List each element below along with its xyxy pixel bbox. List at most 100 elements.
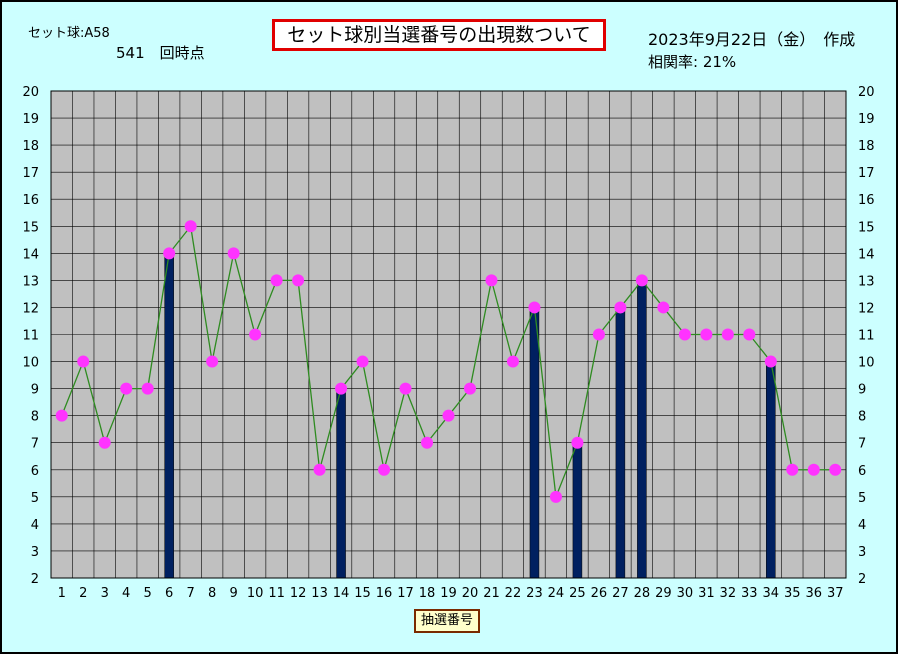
bar-34	[766, 361, 776, 579]
point-25	[571, 436, 584, 449]
x-tick-37: 37	[827, 586, 844, 601]
x-tick-35: 35	[784, 586, 801, 601]
y-tick-left: 7	[31, 437, 39, 452]
point-6	[163, 247, 176, 260]
point-22	[506, 355, 519, 368]
y-tick-left: 18	[22, 139, 39, 154]
y-tick-left: 16	[22, 193, 39, 208]
y-tick-left: 3	[31, 545, 39, 560]
x-tick-23: 23	[526, 586, 543, 601]
point-17	[399, 382, 412, 395]
x-tick-7: 7	[187, 586, 195, 601]
x-tick-2: 2	[79, 586, 87, 601]
x-tick-14: 14	[333, 586, 350, 601]
point-4	[120, 382, 133, 395]
y-tick-right: 7	[858, 437, 866, 452]
bar-25	[572, 442, 583, 579]
x-tick-21: 21	[483, 586, 500, 601]
x-tick-26: 26	[591, 586, 608, 601]
y-tick-right: 12	[858, 301, 875, 316]
y-tick-left: 19	[22, 112, 39, 127]
x-tick-13: 13	[311, 586, 328, 601]
y-tick-right: 9	[858, 383, 866, 398]
y-tick-right: 15	[858, 220, 875, 235]
point-28	[635, 274, 648, 287]
point-14	[335, 382, 348, 395]
bar-23	[529, 307, 540, 579]
set-ball-label: セット球:A58	[28, 26, 110, 41]
y-tick-left: 5	[31, 491, 39, 506]
y-tick-right: 3	[858, 545, 866, 560]
x-tick-4: 4	[122, 586, 130, 601]
point-33	[743, 328, 756, 341]
point-30	[678, 328, 691, 341]
point-11	[270, 274, 283, 287]
y-tick-right: 5	[858, 491, 866, 506]
y-tick-left: 17	[22, 166, 39, 181]
x-tick-22: 22	[505, 586, 522, 601]
y-tick-right: 10	[858, 356, 875, 371]
point-34	[764, 355, 777, 368]
y-tick-left: 8	[31, 410, 39, 425]
y-tick-left: 12	[22, 301, 39, 316]
point-23	[528, 301, 541, 314]
x-tick-9: 9	[229, 586, 237, 601]
bar-14	[336, 388, 346, 579]
bar-28	[637, 280, 647, 579]
created-date: 2023年9月22日（金） 作成	[648, 30, 856, 49]
x-tick-5: 5	[144, 586, 152, 601]
point-32	[721, 328, 734, 341]
x-tick-25: 25	[569, 586, 586, 601]
x-axis-label: 抽選番号	[414, 609, 480, 633]
y-tick-left: 10	[22, 356, 39, 371]
point-2	[77, 355, 90, 368]
x-tick-3: 3	[101, 586, 109, 601]
y-ticks-left: 2 3 4 5 6 7 8 9 10 11 12 13 14 15 16 17 18 19 20	[22, 85, 39, 587]
x-tick-12: 12	[290, 586, 307, 601]
x-tick-11: 11	[268, 586, 285, 601]
x-tick-34: 34	[763, 586, 780, 601]
point-9	[227, 247, 240, 260]
y-tick-left: 20	[22, 85, 39, 100]
y-tick-right: 4	[858, 518, 866, 533]
point-8	[206, 355, 219, 368]
x-tick-6: 6	[165, 586, 173, 601]
x-tick-16: 16	[376, 586, 393, 601]
x-tick-19: 19	[440, 586, 457, 601]
x-tick-36: 36	[805, 586, 822, 601]
point-36	[807, 463, 820, 476]
markers	[55, 220, 842, 503]
y-tick-right: 19	[858, 112, 875, 127]
x-tick-30: 30	[677, 586, 694, 601]
point-31	[700, 328, 713, 341]
point-29	[657, 301, 670, 314]
plot-border	[50, 90, 847, 579]
y-tick-left: 11	[22, 329, 39, 344]
point-13	[313, 463, 326, 476]
x-tick-15: 15	[354, 586, 371, 601]
x-tick-17: 17	[397, 586, 414, 601]
x-tick-28: 28	[634, 586, 651, 601]
y-tick-right: 8	[858, 410, 866, 425]
x-ticks: 1 2 3 4 5 6 7 8 9 10 11 12 13 14 15 16 17 18 19 20 21 22 23 24 2…	[58, 586, 844, 601]
x-tick-27: 27	[612, 586, 629, 601]
point-7	[184, 220, 197, 233]
y-tick-right: 14	[858, 247, 875, 262]
point-1	[55, 409, 68, 422]
point-5	[141, 382, 154, 395]
y-tick-left: 13	[22, 274, 39, 289]
bar-27	[615, 307, 626, 579]
y-ticks-right: 2 3 4 5 6 7 8 9 10 11 12 13 14 15 16 17 18 19 20	[858, 85, 875, 587]
grid	[51, 91, 846, 578]
y-tick-right: 2	[858, 572, 866, 587]
draw-count: 541 回時点	[116, 44, 205, 62]
x-tick-18: 18	[419, 586, 436, 601]
y-tick-left: 2	[31, 572, 39, 587]
point-19	[442, 409, 455, 422]
x-tick-20: 20	[462, 586, 479, 601]
x-tick-29: 29	[655, 586, 672, 601]
y-tick-right: 20	[858, 85, 875, 100]
y-tick-left: 15	[22, 220, 39, 235]
x-tick-1: 1	[58, 586, 66, 601]
